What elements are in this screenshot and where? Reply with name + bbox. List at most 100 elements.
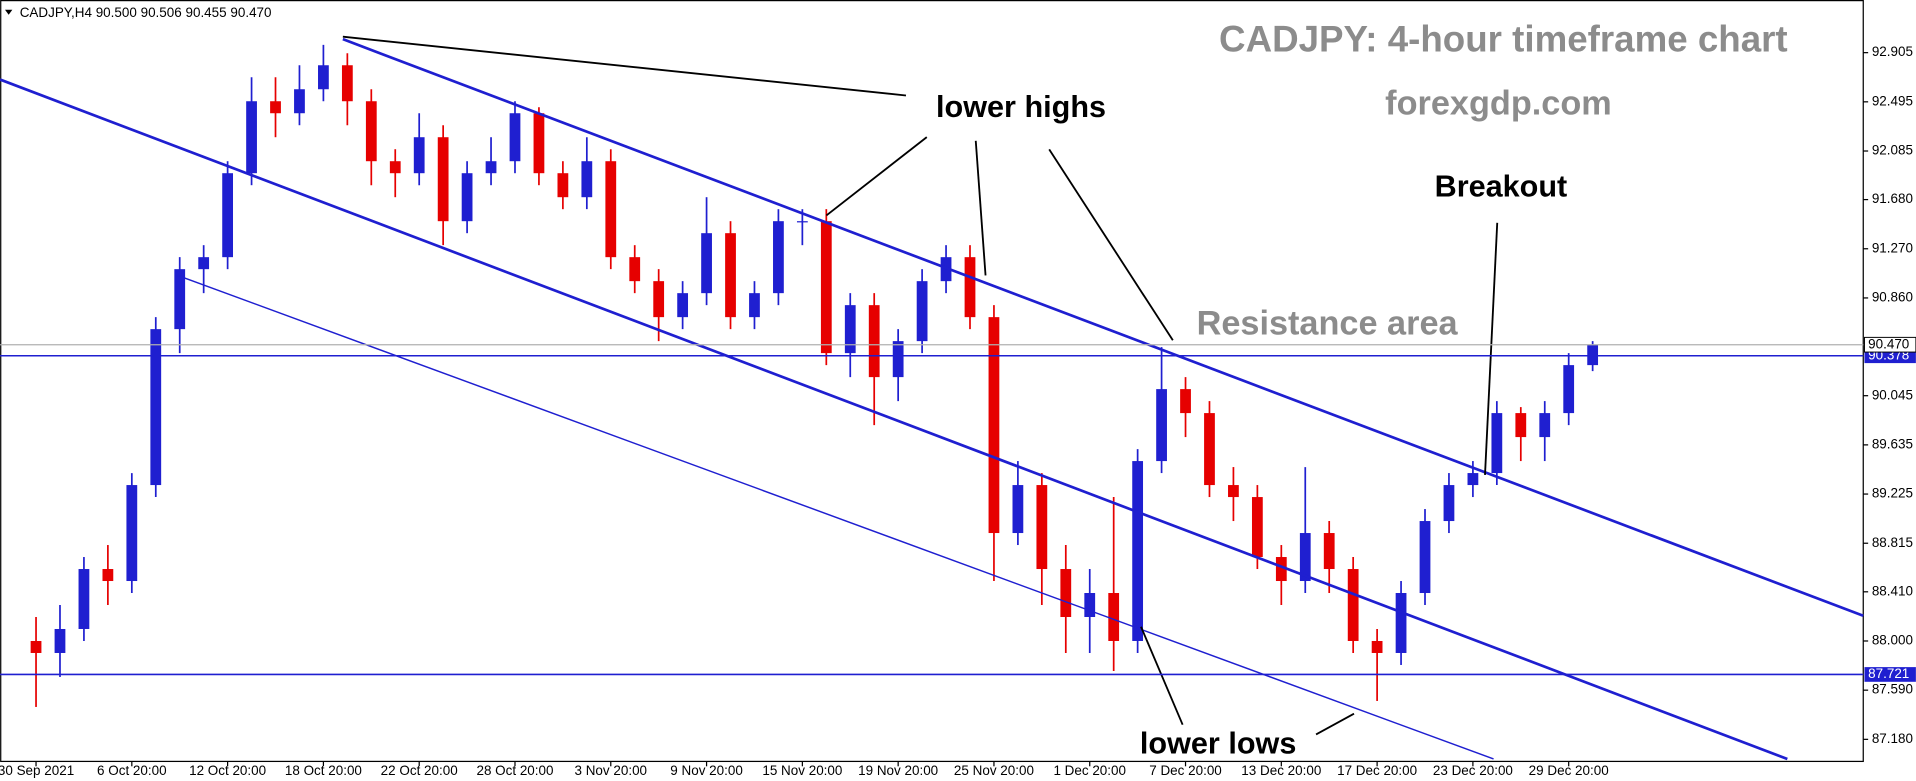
candle-body xyxy=(844,305,856,354)
candle-body xyxy=(198,257,210,270)
candle-body xyxy=(629,257,641,282)
pointers xyxy=(342,35,1499,736)
x-tick-label: 18 Oct 20:00 xyxy=(285,763,362,778)
chart-title: CADJPY: 4-hour timeframe chart xyxy=(1219,18,1788,59)
pointer-line xyxy=(974,140,987,276)
pointer-line xyxy=(1048,148,1174,341)
candle-body xyxy=(1467,473,1479,486)
x-tick-label: 9 Nov 20:00 xyxy=(670,763,743,778)
y-tick-label: 87.180 xyxy=(1872,731,1913,746)
candle-body xyxy=(749,293,760,318)
y-tick-label: 88.410 xyxy=(1872,583,1913,598)
upper-channel-line xyxy=(342,37,1864,618)
candle-body xyxy=(1371,640,1383,653)
y-tick-label: 92.905 xyxy=(1872,44,1913,59)
y-tick-label: 91.680 xyxy=(1872,191,1913,206)
candle-body xyxy=(150,329,162,486)
candle-body xyxy=(54,628,66,653)
candle-body xyxy=(1204,413,1215,486)
menu-icon xyxy=(5,9,13,15)
candle-body xyxy=(341,65,353,102)
candle-body xyxy=(1132,461,1144,641)
candle-body xyxy=(1156,389,1167,462)
x-tick-label: 12 Oct 20:00 xyxy=(189,763,266,778)
candle-body xyxy=(365,101,377,162)
candle-body xyxy=(1539,413,1551,438)
pointer-line xyxy=(342,35,907,97)
candle-body xyxy=(725,233,736,318)
plot-area xyxy=(30,44,1599,707)
candle-body xyxy=(1395,593,1407,653)
chart-subtitle: forexgdp.com xyxy=(1385,84,1612,122)
pointer-line xyxy=(825,136,928,217)
candle-body xyxy=(102,569,114,582)
level-label: 87.721 xyxy=(1868,666,1909,681)
y-tick-label: 89.225 xyxy=(1872,486,1913,501)
annotation: Breakout xyxy=(1435,170,1568,204)
pointer-line xyxy=(1484,222,1499,476)
candle-body xyxy=(78,569,90,629)
candle-body xyxy=(653,281,665,318)
candle-body xyxy=(796,221,808,223)
x-tick-label: 22 Oct 20:00 xyxy=(381,763,458,778)
candle-body xyxy=(437,137,449,222)
x-tick-label: 30 Sep 2021 xyxy=(0,763,74,778)
x-tick-label: 25 Nov 20:00 xyxy=(954,763,1034,778)
x-tick-label: 17 Dec 20:00 xyxy=(1337,763,1417,778)
candle-body xyxy=(581,161,593,198)
candle-body xyxy=(485,161,497,174)
candle-body xyxy=(892,341,904,378)
y-tick-label: 89.635 xyxy=(1872,436,1913,451)
candle-body xyxy=(1491,413,1503,474)
x-tick-label: 28 Oct 20:00 xyxy=(476,763,553,778)
candle-body xyxy=(222,173,234,258)
candle-body xyxy=(988,317,1000,534)
candle-body xyxy=(1084,593,1096,617)
y-tick-label: 90.045 xyxy=(1872,387,1913,402)
candle-body xyxy=(820,221,832,354)
candle-body xyxy=(1180,389,1191,414)
pointer-line xyxy=(1315,712,1355,736)
candle-body xyxy=(533,113,545,174)
candle-body xyxy=(916,281,928,342)
x-tick-label: 19 Nov 20:00 xyxy=(858,763,938,778)
candle-body xyxy=(1012,485,1024,534)
candle-body xyxy=(868,305,880,378)
y-tick-label: 92.495 xyxy=(1872,93,1913,108)
chart-header: CADJPY,H4 90.500 90.506 90.455 90.470 xyxy=(20,5,272,20)
candle-body xyxy=(1251,497,1263,558)
candle-body xyxy=(318,65,329,90)
candle-body xyxy=(509,113,521,162)
y-tick-label: 92.085 xyxy=(1872,143,1913,158)
x-tick-label: 6 Oct 20:00 xyxy=(97,763,167,778)
x-tick-label: 3 Nov 20:00 xyxy=(574,763,647,778)
middle-channel-line xyxy=(0,78,1788,761)
candle-body xyxy=(773,221,784,294)
candle-body xyxy=(964,257,976,318)
candle-body xyxy=(1443,485,1455,522)
candle-body xyxy=(1299,533,1311,582)
candle-body xyxy=(1275,557,1287,582)
annotation: lower highs xyxy=(936,90,1106,124)
x-tick-label: 1 Dec 20:00 xyxy=(1053,763,1126,778)
candle-body xyxy=(389,161,401,174)
x-tick-label: 7 Dec 20:00 xyxy=(1149,763,1222,778)
candle-body xyxy=(174,269,186,330)
level-label-box xyxy=(1864,667,1916,682)
candle-body xyxy=(413,137,425,174)
candle-body xyxy=(1587,344,1599,366)
x-tick-label: 15 Nov 20:00 xyxy=(762,763,842,778)
candle-body xyxy=(1419,521,1431,594)
candle-body xyxy=(677,293,689,318)
candle-body xyxy=(701,233,712,294)
candle-body xyxy=(294,89,305,114)
candle-body xyxy=(461,173,473,222)
candle-body xyxy=(1515,413,1527,438)
x-tick-label: 29 Dec 20:00 xyxy=(1529,763,1609,778)
y-tick-label: 88.815 xyxy=(1872,535,1913,550)
y-tick-label: 90.860 xyxy=(1872,290,1913,305)
candle-body xyxy=(246,101,257,174)
x-tick-label: 13 Dec 20:00 xyxy=(1241,763,1321,778)
